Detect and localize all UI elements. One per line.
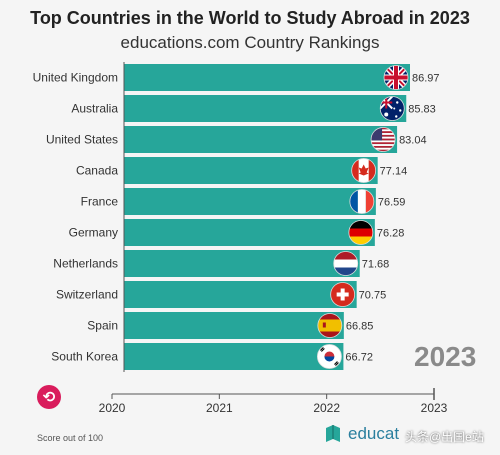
flag-outline [383, 65, 409, 90]
bar [124, 281, 357, 308]
flag-outline [317, 344, 342, 369]
uk-flag-icon [384, 65, 408, 90]
category-label: South Korea [51, 350, 118, 364]
bar [124, 219, 375, 246]
bar [124, 157, 378, 184]
value-label: 83.04 [399, 135, 427, 147]
flag-outline [370, 127, 396, 152]
timeline-tick-label: 2022 [313, 401, 340, 415]
bar [124, 126, 398, 153]
france-flag-icon [349, 189, 374, 214]
category-label: Australia [71, 102, 118, 116]
footnote: Score out of 100 [37, 433, 104, 443]
value-label: 86.97 [412, 73, 440, 85]
category-label: Germany [69, 226, 118, 240]
timeline-tick-label: 2023 [421, 401, 448, 415]
usa-flag-icon [371, 127, 396, 152]
flag-outline [348, 220, 374, 245]
value-label: 85.83 [408, 104, 436, 116]
canada-flag-icon [351, 158, 376, 183]
flag-outline [349, 189, 375, 214]
flag-outline [333, 251, 359, 276]
timeline-tick-label: 2021 [206, 401, 233, 415]
timeline-tick-label: 2020 [99, 401, 126, 415]
bar [124, 250, 360, 277]
flag-outline [379, 96, 405, 121]
value-label: 77.14 [380, 166, 408, 178]
brand-text: educat [348, 424, 400, 443]
value-label: 70.75 [359, 290, 387, 302]
book-icon [326, 425, 340, 442]
bar [124, 188, 376, 215]
value-label: 66.85 [346, 321, 374, 333]
category-label: Netherlands [53, 257, 118, 271]
year-watermark: 2023 [414, 341, 476, 372]
germany-flag-icon [348, 220, 373, 245]
bar [124, 312, 344, 339]
replay-button[interactable]: ⟲ [37, 385, 61, 409]
value-label: 71.68 [362, 259, 390, 271]
category-label: France [81, 195, 119, 209]
netherlands-flag-icon [333, 251, 358, 276]
category-label: Spain [87, 319, 118, 333]
category-label: Switzerland [56, 288, 118, 302]
flag-outline [330, 282, 356, 307]
category-label: Canada [76, 164, 118, 178]
bar [124, 95, 407, 122]
overlay-watermark: 头条@出国e站 [405, 430, 484, 444]
brand-logo: educat [324, 424, 399, 444]
chart-subtitle: educations.com Country Rankings [120, 33, 380, 52]
value-label: 66.72 [345, 352, 373, 364]
value-label: 76.59 [378, 197, 406, 209]
value-label: 76.28 [377, 228, 405, 240]
category-label: United States [46, 133, 118, 147]
spain-flag-icon [317, 313, 342, 338]
bar [124, 343, 344, 370]
south-korea-flag-icon [317, 344, 342, 369]
flag-outline [351, 158, 377, 183]
flag-outline [317, 313, 343, 338]
switzerland-flag-icon [330, 282, 355, 307]
chart-title: Top Countries in the World to Study Abro… [30, 8, 470, 28]
category-label: United Kingdom [33, 71, 118, 85]
bar [124, 64, 410, 91]
